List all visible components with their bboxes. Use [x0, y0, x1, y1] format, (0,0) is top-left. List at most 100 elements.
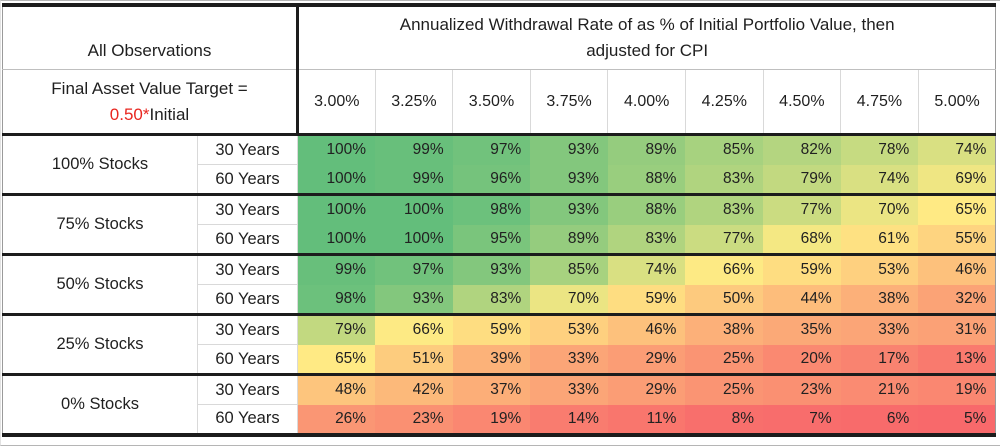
column-header-3.50%: 3.50% — [452, 69, 531, 136]
corner-title: All Observations — [2, 5, 298, 70]
horizon-label: 60 Years — [197, 284, 298, 315]
success-rate-cell: 100% — [297, 224, 376, 255]
success-rate-cell: 65% — [297, 344, 376, 375]
success-rate-cell: 31% — [918, 313, 996, 345]
success-rate-cell: 29% — [607, 373, 686, 405]
success-rate-cell: 17% — [840, 344, 919, 375]
data-row: 75% Stocks 30 Years 100% 100% 98% 93% 88% 83% 77… — [2, 193, 996, 255]
success-rate-cell: 21% — [840, 373, 919, 405]
success-rate-cell: 50% — [685, 284, 764, 315]
success-rate-cell: 29% — [607, 344, 686, 375]
success-rate-cell: 53% — [840, 253, 919, 285]
success-rate-cell: 25% — [685, 373, 764, 405]
data-row: 100% Stocks 30 Years 100% 99% 97% 93% 89% 85% 82… — [2, 133, 996, 195]
success-rate-cell: 79% — [297, 313, 376, 345]
success-rate-cell: 77% — [685, 224, 764, 255]
success-rate-cell: 88% — [607, 164, 686, 195]
success-rate-cell: 59% — [607, 284, 686, 315]
success-rate-cell: 74% — [607, 253, 686, 285]
success-rate-cell: 98% — [297, 284, 376, 315]
column-header-4.00%: 4.00% — [607, 69, 686, 136]
final-asset-target-cell: Final Asset Value Target = 0.50*Initial — [2, 69, 298, 136]
success-rate-cell: 69% — [918, 164, 996, 195]
success-rate-cell: 38% — [685, 313, 764, 345]
success-rate-cell: 99% — [297, 253, 376, 285]
target-initial-black: Initial — [149, 104, 190, 124]
success-rate-cell: 38% — [840, 284, 919, 315]
data-row: 60 Years 98% 93% 83% 70% 59% 50% 44% 38% 32% — [3, 284, 996, 315]
horizon-label: 30 Years — [197, 253, 298, 285]
data-row: 60 Years 100% 99% 96% 93% 88% 83% 79% 74% 69% — [3, 164, 996, 195]
success-rate-cell: 74% — [840, 164, 919, 195]
success-rate-cell: 46% — [918, 253, 996, 285]
target-label: Final Asset Value Target = — [51, 79, 248, 98]
success-rate-cell: 83% — [607, 224, 686, 255]
column-header-3.25%: 3.25% — [374, 69, 453, 136]
success-rate-cell: 37% — [452, 373, 531, 405]
success-rate-cell: 93% — [452, 253, 531, 285]
horizon-label: 30 Years — [197, 133, 298, 165]
data-row: 0% Stocks 30 Years 48% 42% 37% 33% 29% 25% 23% 21… — [2, 373, 996, 435]
success-rate-cell: 97% — [375, 253, 453, 285]
success-rate-cell: 26% — [297, 404, 376, 435]
horizon-label: 30 Years — [197, 313, 298, 345]
data-row: 60 Years 26% 23% 19% 14% 11% 8% 7% 6% 5% — [3, 404, 996, 435]
success-rate-cell: 70% — [530, 284, 608, 315]
success-rate-cell: 53% — [530, 313, 608, 345]
row-group-label: 25% Stocks — [2, 313, 198, 375]
table-header: All Observations Annualized Withdrawal R… — [2, 5, 996, 136]
data-row: 60 Years 100% 100% 95% 89% 83% 77% 68% 61% 55% — [3, 224, 996, 255]
success-rate-cell: 98% — [452, 193, 531, 225]
success-rate-cell: 19% — [918, 373, 996, 405]
success-rate-cell: 97% — [452, 133, 531, 165]
success-rate-cell: 89% — [530, 224, 608, 255]
column-header-4.50%: 4.50% — [762, 69, 841, 136]
success-rate-cell: 13% — [918, 344, 996, 375]
success-rate-cell: 85% — [685, 133, 764, 165]
success-rate-cell: 19% — [452, 404, 531, 435]
success-rate-cell: 33% — [530, 373, 608, 405]
success-rate-cell: 59% — [452, 313, 531, 345]
success-rate-cell: 20% — [763, 344, 841, 375]
success-rate-cell: 66% — [375, 313, 453, 345]
row-group-label: 50% Stocks — [2, 253, 198, 315]
column-header-row: Final Asset Value Target = 0.50*Initial … — [2, 69, 996, 136]
success-rate-cell: 85% — [530, 253, 608, 285]
row-group-label: 75% Stocks — [2, 193, 198, 255]
success-rate-cell: 83% — [685, 193, 764, 225]
success-rate-cell: 33% — [530, 344, 608, 375]
success-rate-cell: 48% — [297, 373, 376, 405]
horizon-label: 60 Years — [197, 164, 298, 195]
column-header-3.00%: 3.00% — [296, 69, 376, 136]
success-rate-cell: 46% — [607, 313, 686, 345]
success-rate-cell: 89% — [607, 133, 686, 165]
row-group-label: 100% Stocks — [2, 133, 198, 195]
horizon-label: 60 Years — [197, 344, 298, 375]
success-rate-cell: 79% — [763, 164, 841, 195]
table-title-line2: adjusted for CPI — [586, 41, 709, 60]
success-rate-cell: 93% — [375, 284, 453, 315]
horizon-label: 60 Years — [197, 224, 298, 255]
success-rate-cell: 5% — [918, 404, 996, 435]
title-row: All Observations Annualized Withdrawal R… — [2, 5, 996, 70]
success-rate-cell: 14% — [530, 404, 608, 435]
target-multiplier-red: 0.50* — [109, 104, 150, 124]
data-row: 60 Years 65% 51% 39% 33% 29% 25% 20% 17% 13% — [3, 344, 996, 375]
success-rate-cell: 96% — [452, 164, 531, 195]
success-rate-cell: 39% — [452, 344, 531, 375]
success-rate-cell: 99% — [375, 133, 453, 165]
success-rate-cell: 32% — [918, 284, 996, 315]
table-title: Annualized Withdrawal Rate of as % of In… — [295, 5, 996, 70]
column-header-4.25%: 4.25% — [684, 69, 764, 136]
withdrawal-success-table: All Observations Annualized Withdrawal R… — [2, 3, 997, 437]
horizon-label: 60 Years — [197, 404, 298, 435]
success-rate-cell: 11% — [607, 404, 686, 435]
success-rate-cell: 95% — [452, 224, 531, 255]
success-rate-cell: 100% — [297, 133, 376, 165]
table-body: 100% Stocks 30 Years 100% 99% 97% 93% 89% 85% 82… — [2, 133, 996, 435]
success-rate-cell: 93% — [530, 193, 608, 225]
success-rate-cell: 68% — [763, 224, 841, 255]
success-rate-cell: 74% — [918, 133, 996, 165]
success-rate-cell: 51% — [375, 344, 453, 375]
